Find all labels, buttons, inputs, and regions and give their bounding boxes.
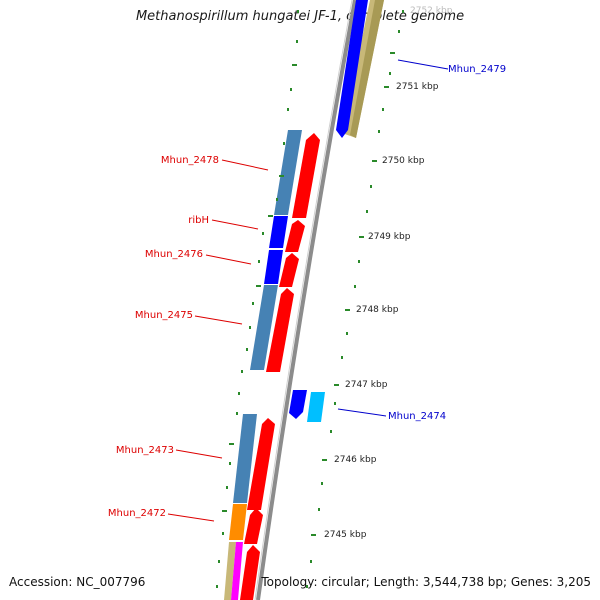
scale-labels: 2752 kbp 2751 kbp 2750 kbp 2749 kbp 2748… <box>324 6 453 540</box>
cds-mhun-2476-red[interactable] <box>279 253 299 287</box>
leader-mhun-2473 <box>175 449 223 459</box>
leader-mhun-2475 <box>194 315 243 325</box>
label-mhun-2474[interactable]: Mhun_2474 <box>388 411 446 422</box>
cds-mhun-2476-blue[interactable] <box>264 250 283 284</box>
cds-mhun-2474-blue[interactable] <box>289 390 307 419</box>
label-mhun-2478[interactable]: Mhun_2478 <box>161 155 219 166</box>
cds-mhun-2472-orange[interactable] <box>229 504 247 540</box>
tick-label-2747: 2747 kbp <box>345 380 388 390</box>
tick-label-2751: 2751 kbp <box>396 82 439 92</box>
label-ribh[interactable]: ribH <box>188 215 209 226</box>
tick-label-2750: 2750 kbp <box>382 156 425 166</box>
accession-label: Accession: NC_007796 <box>9 575 146 589</box>
tick-label-2748: 2748 kbp <box>356 305 399 315</box>
leader-mhun-2476 <box>205 254 252 265</box>
inner-tick-dots <box>216 10 299 588</box>
leader-ribh <box>211 219 259 230</box>
label-mhun-2476[interactable]: Mhun_2476 <box>145 249 203 260</box>
cds-lower-magenta[interactable] <box>231 542 243 600</box>
tick-label-2746: 2746 kbp <box>334 455 377 465</box>
feature-labels: Mhun_2479 Mhun_2474 Mhun_2478 ribH Mhun_… <box>108 64 506 519</box>
cds-lower-red[interactable] <box>240 545 260 600</box>
map-title: Methanospirillum hungatei JF-1, complete… <box>135 9 465 24</box>
cds-mhun-2475-red[interactable] <box>266 288 294 372</box>
cds-ribh-red[interactable] <box>285 220 305 252</box>
cds-mhun-2479-arrow[interactable] <box>336 0 368 138</box>
tick-label-2749: 2749 kbp <box>368 232 411 242</box>
tick-label-2745: 2745 kbp <box>324 530 367 540</box>
genome-backbone <box>256 0 357 600</box>
cds-mhun-2479-edge <box>350 0 384 138</box>
leader-mhun-2472 <box>167 513 215 522</box>
tick-label-2752: 2752 kbp <box>410 6 453 16</box>
genome-summary: Topology: circular; Length: 3,544,738 bp… <box>261 575 591 589</box>
cds-mhun-2472-red[interactable] <box>244 508 263 544</box>
cds-mhun-2473-steel[interactable] <box>233 414 257 503</box>
leader-lines <box>167 59 449 522</box>
cds-mhun-2478-steel[interactable] <box>274 130 302 215</box>
cds-mhun-2474-cyan[interactable] <box>307 392 325 422</box>
cds-ribh-blue[interactable] <box>269 216 288 248</box>
cds-lower-khaki[interactable] <box>224 542 236 600</box>
label-mhun-2472[interactable]: Mhun_2472 <box>108 508 166 519</box>
label-mhun-2475[interactable]: Mhun_2475 <box>135 310 193 321</box>
cds-mhun-2475-steel[interactable] <box>250 285 278 370</box>
label-mhun-2473[interactable]: Mhun_2473 <box>116 445 174 456</box>
cds-mhun-2478-red[interactable] <box>292 133 320 218</box>
label-mhun-2479[interactable]: Mhun_2479 <box>448 64 506 75</box>
outer-tick-dots <box>306 10 404 588</box>
leader-mhun-2478 <box>221 159 269 171</box>
leader-mhun-2479 <box>397 59 449 70</box>
leader-mhun-2474 <box>337 408 387 417</box>
features-layer <box>224 0 384 600</box>
cds-mhun-2473-red[interactable] <box>247 418 275 510</box>
genome-backbone-shadow <box>254 0 353 600</box>
